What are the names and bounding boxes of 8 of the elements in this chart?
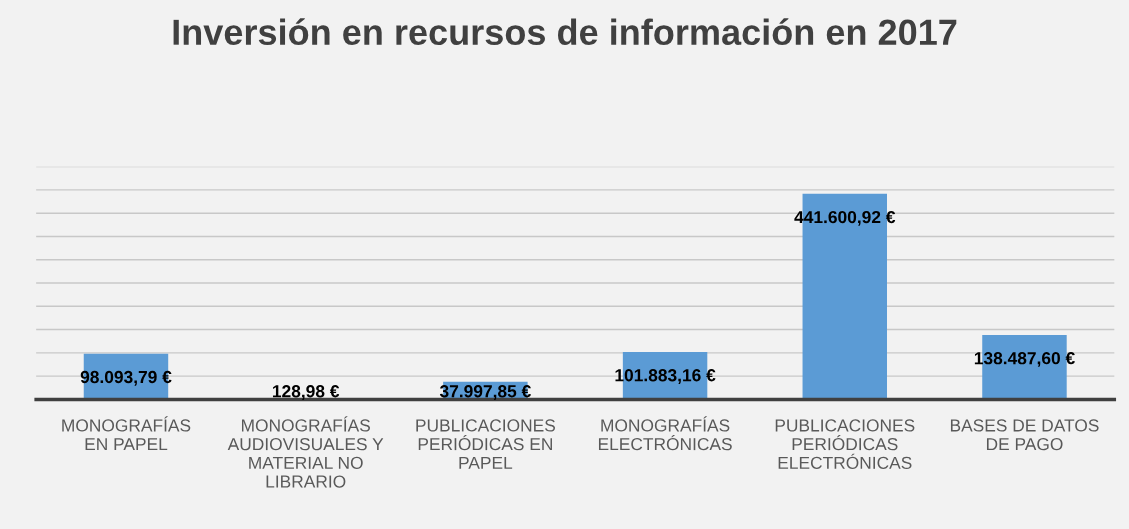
x-tick-label: BASES DE DATOS DE PAGO: [950, 419, 1099, 451]
chart-title: Inversión en recursos de información en 2017: [173, 18, 957, 46]
x-tick-label: MONOGRAFÍAS ELECTRÓNICAS: [598, 416, 732, 451]
x-tick-label: PUBLICACIONES PERIÓDICAS ELECTRÓNICAS: [775, 419, 915, 469]
data-label: 128,98 €: [272, 385, 340, 400]
x-tick-label: PUBLICACIONES PERIÓDICAS EN PAPEL: [416, 419, 556, 469]
x-tick-label: MONOGRAFÍAS EN PAPEL: [62, 416, 191, 451]
x-tick-label: MONOGRAFÍAS AUDIOVISUALES Y MATERIAL NO LIBRARIO: [227, 416, 384, 488]
